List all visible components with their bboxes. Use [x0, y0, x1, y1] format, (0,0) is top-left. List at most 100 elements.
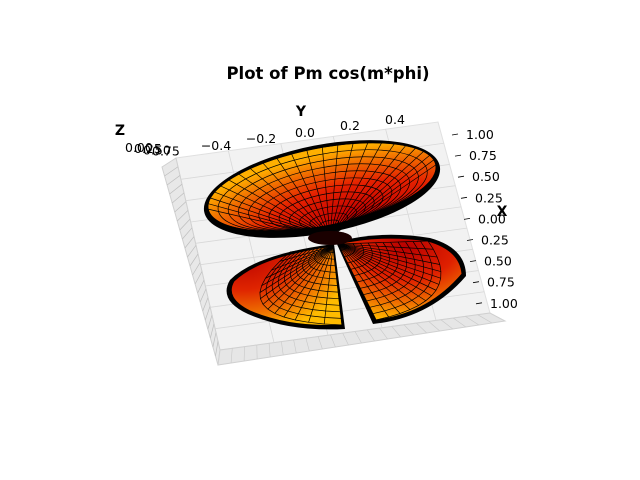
grid-line: [453, 317, 467, 328]
mesh-line: [228, 179, 331, 238]
grid-line: [166, 175, 181, 186]
grid-line: [330, 334, 336, 348]
mesh-line: [329, 143, 354, 238]
mesh-line: [208, 208, 331, 238]
grid-line: [207, 314, 213, 330]
grid-line: [174, 201, 187, 213]
y-tick-label: 0.2: [340, 118, 360, 133]
mesh-line: [306, 150, 331, 238]
grid-line: [293, 339, 297, 354]
grid-line: [317, 336, 323, 350]
lobe-lower-right-mesh: [337, 240, 442, 321]
grid-line: [391, 326, 401, 338]
mesh-line: [320, 246, 335, 260]
x-tick-mark: [466, 239, 474, 241]
x-tick-mark: [460, 196, 468, 199]
mesh-line: [329, 164, 437, 238]
x-tick-mark: [451, 133, 459, 136]
mesh-line: [329, 159, 435, 238]
grid-line: [465, 316, 480, 326]
grid-line: [164, 166, 179, 177]
mesh-line: [329, 147, 416, 238]
x-tick-mark: [463, 218, 471, 220]
grid-line: [169, 183, 183, 195]
mesh-line: [308, 247, 337, 273]
x-tick-label: 0.00: [478, 211, 506, 226]
grid-line: [477, 314, 493, 324]
mesh-line: [363, 241, 407, 296]
mesh-line: [329, 144, 339, 238]
x-tick-label: 0.50: [472, 169, 500, 184]
mesh-line: [321, 147, 331, 238]
grid-line: [192, 262, 201, 276]
z-tick-label: 0.00: [125, 140, 153, 155]
surface-lobe-upper: [203, 140, 441, 238]
y-tick-label: 0.4: [385, 112, 405, 127]
mesh-line: [302, 248, 337, 280]
grid-line: [379, 327, 388, 340]
grid-line: [215, 341, 219, 357]
y-tick-label: −0.4: [201, 138, 231, 153]
z-tick-label: 0.25: [134, 141, 162, 156]
mesh-line: [265, 251, 342, 319]
mesh-line: [259, 251, 343, 326]
surface-lobe-lower-left: [226, 244, 345, 330]
mesh-line: [220, 185, 331, 238]
grid-line: [281, 341, 284, 356]
y-axis-label: Y: [295, 104, 307, 120]
grid-line: [189, 253, 199, 267]
grid-line: [440, 319, 454, 330]
y-tick-label: 0.0: [295, 125, 315, 140]
mesh-line: [329, 145, 406, 238]
grid-line: [187, 245, 197, 258]
bottom-pane: [217, 312, 507, 366]
grid-line: [197, 280, 205, 294]
grid-line: [416, 322, 427, 334]
chart-title: Plot of Pm cos(m*phi): [226, 64, 429, 83]
x-axis-ticks: 1.00 0.75 0.50 0.25 0.00 0.25 0.50 0.75 1.00: [451, 127, 518, 311]
mesh-line: [262, 162, 331, 238]
x-tick-label: 0.25: [475, 190, 503, 205]
mesh-line: [250, 168, 331, 238]
grid-line: [428, 321, 440, 332]
mesh-line: [210, 197, 331, 238]
lobe-lower-left-mesh: [259, 245, 343, 326]
x-tick-mark: [475, 302, 483, 305]
mesh-line: [329, 155, 430, 238]
y-axis-ticks: −0.4 −0.2 0.0 0.2 0.4: [201, 112, 405, 153]
x-axis-label: X: [497, 204, 508, 220]
mesh-line: [314, 247, 336, 267]
grid-line: [268, 343, 271, 358]
mesh-line: [353, 242, 382, 277]
x-tick-label: 0.75: [469, 148, 497, 163]
grid-line: [210, 323, 215, 339]
grid-line: [202, 297, 209, 312]
grid-line: [403, 324, 414, 336]
grid-line: [179, 218, 191, 231]
mesh-line: [375, 240, 442, 321]
grid-line: [354, 331, 362, 344]
grid-line: [212, 332, 217, 348]
surface-center: [308, 231, 352, 245]
mesh-line: [360, 242, 399, 289]
mesh-line: [356, 242, 390, 283]
x-tick-mark: [457, 175, 465, 178]
grid-line: [204, 306, 211, 321]
x-tick-mark: [454, 154, 462, 157]
mesh-line: [344, 243, 356, 258]
grid-line: [184, 236, 195, 249]
x-tick-label: 0.50: [484, 254, 512, 269]
y-tick-label: −0.2: [246, 131, 276, 146]
mesh-line: [369, 241, 425, 308]
mesh-line: [366, 241, 416, 302]
surface-plot: [203, 140, 466, 330]
grid-line: [305, 338, 310, 352]
grid-line: [230, 348, 233, 364]
grid-line: [367, 329, 375, 342]
mesh-line: [329, 151, 424, 238]
grid-line: [199, 288, 207, 303]
x-tick-label: 1.00: [490, 296, 518, 311]
surface-lobe-lower-right: [336, 234, 466, 324]
mesh-line: [276, 158, 331, 238]
